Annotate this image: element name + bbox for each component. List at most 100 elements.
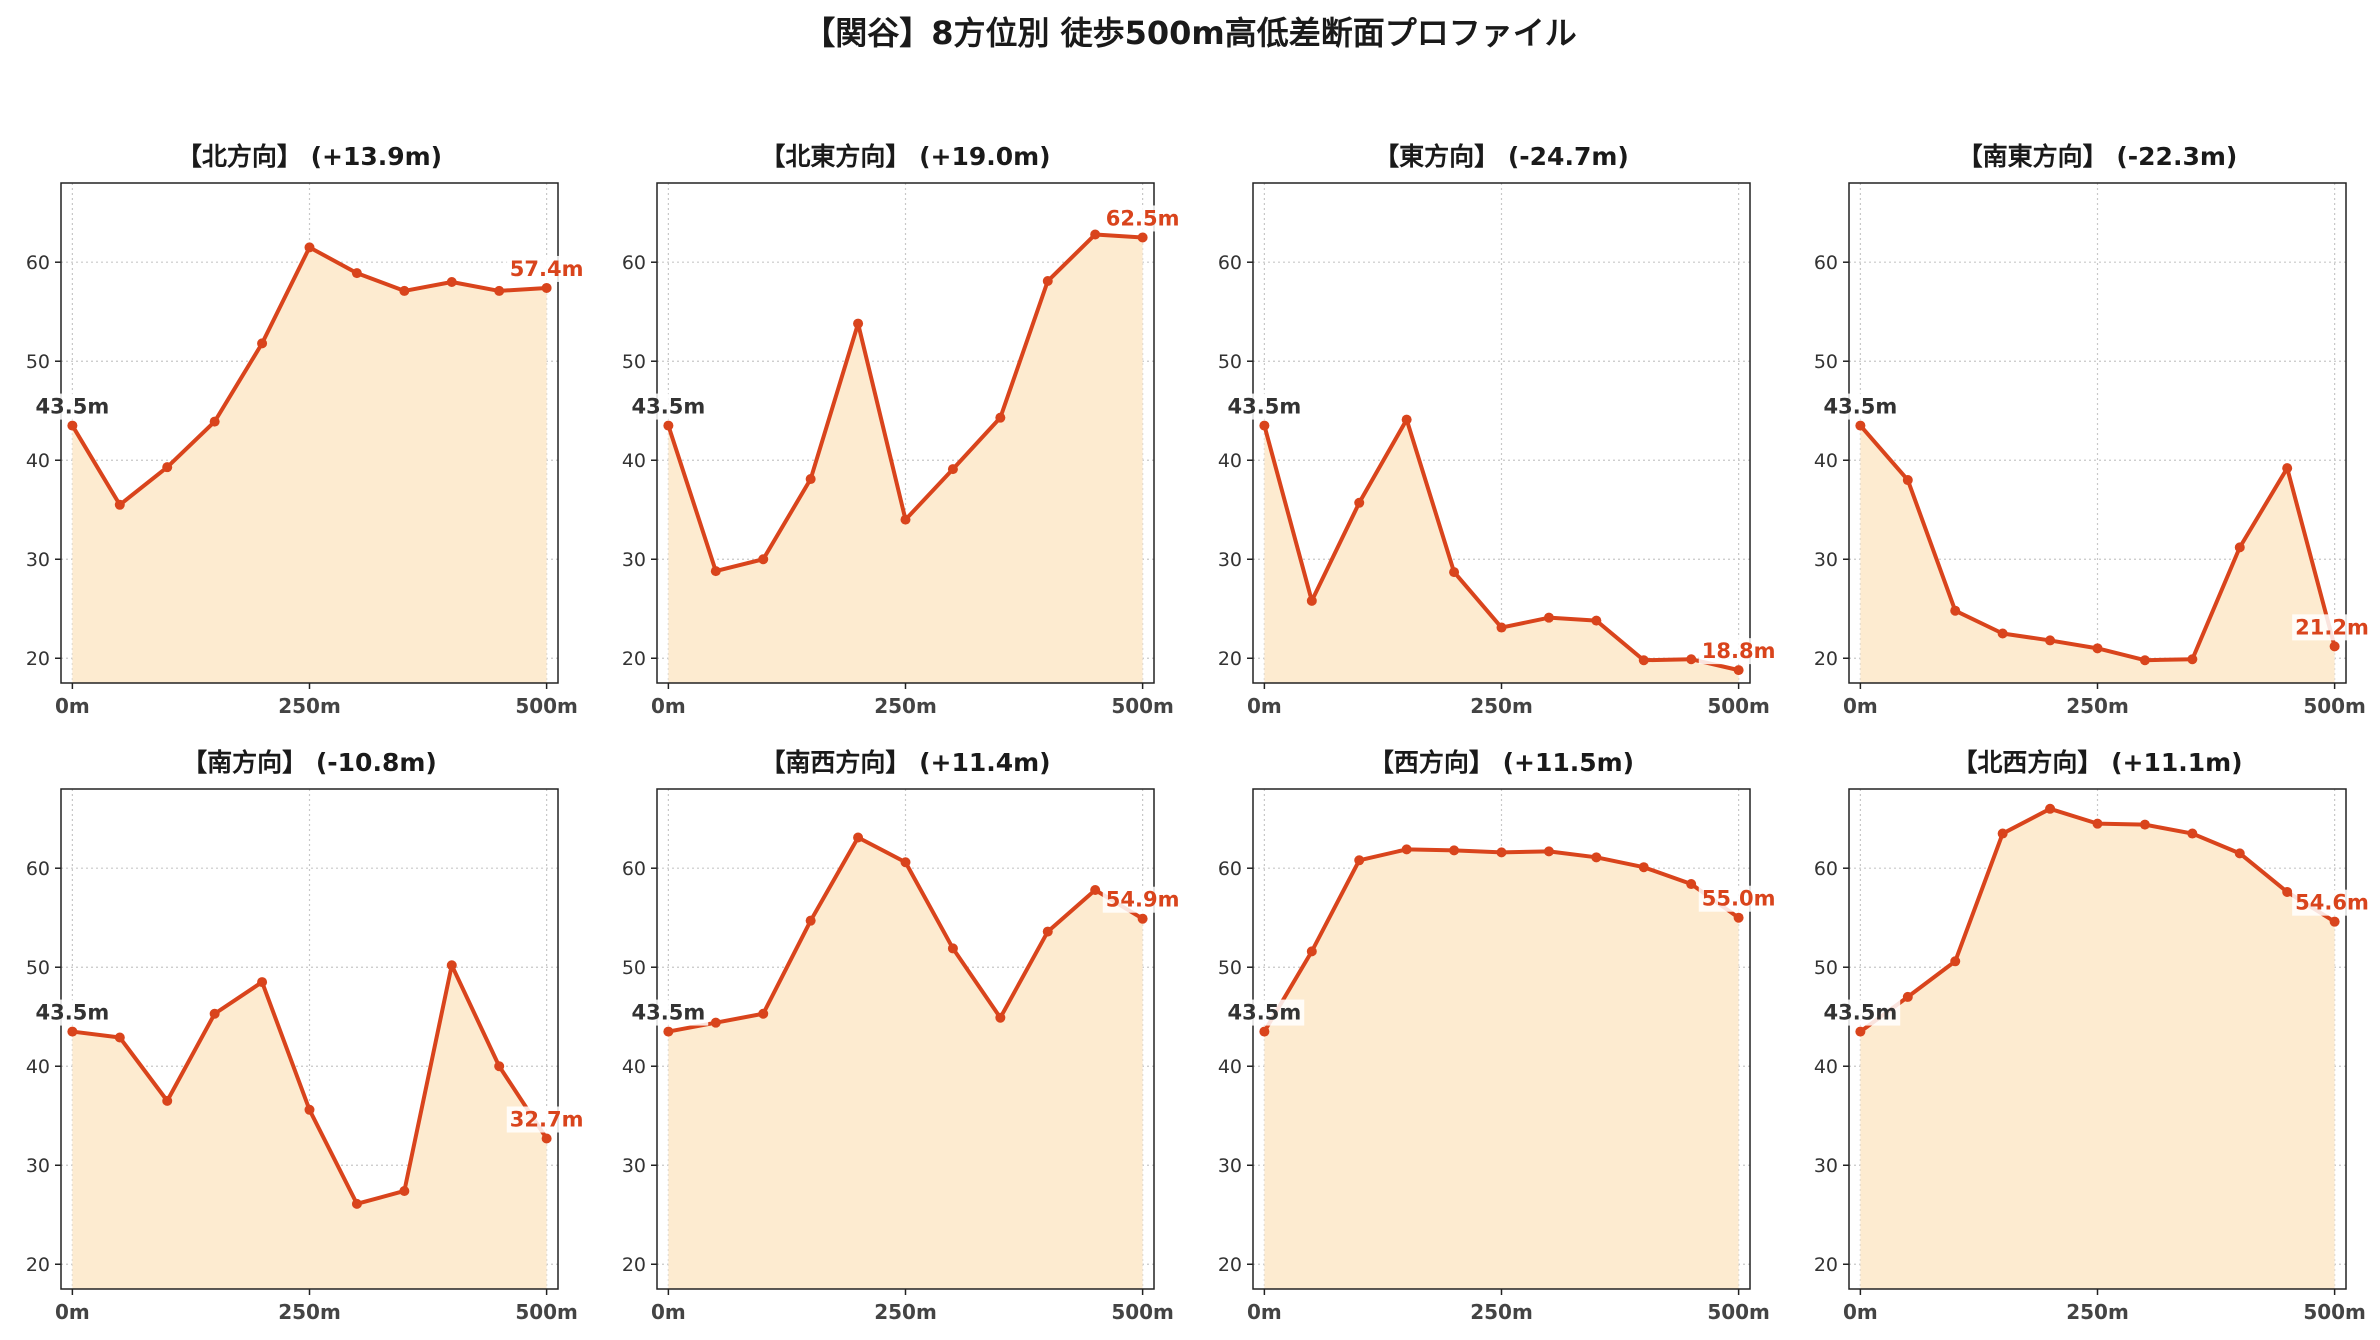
x-tick-label: 0m [651, 1300, 686, 1324]
data-point [2329, 916, 2340, 927]
data-point [2139, 819, 2150, 830]
start-label-bg [32, 999, 113, 1026]
start-label: 43.5m [36, 395, 110, 419]
x-tick-label: 0m [651, 694, 686, 718]
x-tick-label: 0m [1247, 1300, 1282, 1324]
y-tick-label: 60 [1814, 252, 1838, 274]
x-tick-label: 500m [1707, 1300, 1770, 1324]
data-point [805, 474, 816, 485]
x-tick-label: 250m [278, 694, 341, 718]
data-point [2092, 818, 2103, 829]
panel-1: 【北東方向】 (+19.0m) 20 30 40 50 60 0m 250m 500m 43.5m… [622, 142, 1183, 718]
end-label: 54.9m [1106, 888, 1180, 912]
area-fill [1264, 849, 1739, 1289]
y-tick-label: 50 [26, 957, 50, 979]
x-tick-label: 250m [2066, 694, 2129, 718]
x-tick-label: 500m [515, 1300, 578, 1324]
panel-7: 【北西方向】 (+11.1m) 20 30 40 50 60 0m 250m 500m 43.5m… [1814, 748, 2372, 1324]
end-label: 32.7m [510, 1108, 584, 1132]
data-point [1902, 475, 1913, 486]
end-label: 55.0m [1702, 887, 1776, 911]
data-point [758, 1008, 769, 1019]
y-tick-label: 60 [26, 858, 50, 880]
area-fill [1264, 419, 1739, 683]
area-fill [668, 837, 1143, 1289]
end-label: 21.2m [2295, 615, 2369, 639]
y-tick-label: 30 [1814, 1155, 1838, 1177]
area-fill [72, 247, 547, 683]
data-point [995, 412, 1006, 423]
start-label-bg [1224, 999, 1305, 1026]
data-point [1354, 497, 1365, 508]
data-point [1090, 884, 1101, 895]
panel-0: 【北方向】 (+13.9m) 20 30 40 50 60 0m 250m 500m 43.5m 5… [26, 142, 587, 718]
area-fill [1860, 425, 2335, 683]
end-label-bg [1102, 205, 1183, 232]
start-label: 43.5m [1228, 1001, 1302, 1025]
data-point [1543, 612, 1554, 623]
data-point [304, 242, 315, 253]
data-point [853, 832, 864, 843]
x-tick-label: 250m [1470, 1300, 1533, 1324]
start-label-bg [1820, 999, 1901, 1026]
x-tick-label: 250m [1470, 694, 1533, 718]
data-point [446, 277, 457, 288]
data-point [2329, 641, 2340, 652]
end-label: 57.4m [510, 257, 584, 281]
data-point [1902, 991, 1913, 1002]
data-point [1306, 595, 1317, 606]
panel-4: 【南方向】 (-10.8m) 20 30 40 50 60 0m 250m 500m 43.5m 3… [26, 748, 587, 1324]
y-tick-label: 50 [622, 351, 646, 373]
data-point [1090, 229, 1101, 240]
panel-title: 【南西方向】 (+11.4m) [760, 748, 1050, 777]
start-label: 43.5m [1824, 1001, 1898, 1025]
start-label: 43.5m [1228, 395, 1302, 419]
data-point [1543, 846, 1554, 857]
x-tick-label: 500m [1111, 1300, 1174, 1324]
y-tick-label: 50 [26, 351, 50, 373]
y-tick-label: 40 [1218, 1056, 1242, 1078]
end-label-bg [2292, 614, 2372, 641]
data-point [663, 420, 674, 431]
data-point [663, 1026, 674, 1037]
end-label-bg [1698, 638, 1779, 665]
start-label-bg [1820, 393, 1901, 420]
data-point [446, 960, 457, 971]
x-tick-label: 500m [1111, 694, 1174, 718]
y-tick-label: 60 [622, 252, 646, 274]
x-tick-label: 0m [55, 1300, 90, 1324]
data-point [1855, 1026, 1866, 1037]
data-point [853, 318, 864, 329]
y-tick-label: 40 [1814, 450, 1838, 472]
panel-title: 【北方向】 (+13.9m) [177, 142, 442, 171]
data-point [209, 416, 220, 427]
panel-6: 【西方向】 (+11.5m) 20 30 40 50 60 0m 250m 500m 43.5m 5… [1218, 748, 1779, 1324]
x-tick-label: 0m [55, 694, 90, 718]
data-point [114, 499, 125, 510]
data-point [209, 1008, 220, 1019]
data-point [399, 285, 410, 296]
y-tick-label: 20 [622, 1254, 646, 1276]
y-tick-label: 50 [1814, 957, 1838, 979]
y-tick-label: 60 [26, 252, 50, 274]
data-point [2045, 803, 2056, 814]
data-point [257, 338, 268, 349]
panel-title: 【東方向】 (-24.7m) [1374, 142, 1629, 171]
data-point [351, 268, 362, 279]
start-label: 43.5m [632, 395, 706, 419]
start-label: 43.5m [632, 1001, 706, 1025]
data-point [1137, 232, 1148, 243]
end-label-bg [1698, 885, 1779, 912]
data-point [1950, 956, 1961, 967]
figure-title: 【関谷】8方位別 徒歩500m高低差断面プロファイル [803, 14, 1577, 52]
y-tick-label: 30 [1814, 549, 1838, 571]
y-tick-label: 40 [622, 450, 646, 472]
area-fill [668, 234, 1143, 683]
data-point [1733, 665, 1744, 676]
end-label-bg [2292, 889, 2372, 916]
y-tick-label: 20 [622, 648, 646, 670]
panel-title: 【西方向】 (+11.5m) [1369, 748, 1634, 777]
data-point [1591, 852, 1602, 863]
data-point [1997, 628, 2008, 639]
